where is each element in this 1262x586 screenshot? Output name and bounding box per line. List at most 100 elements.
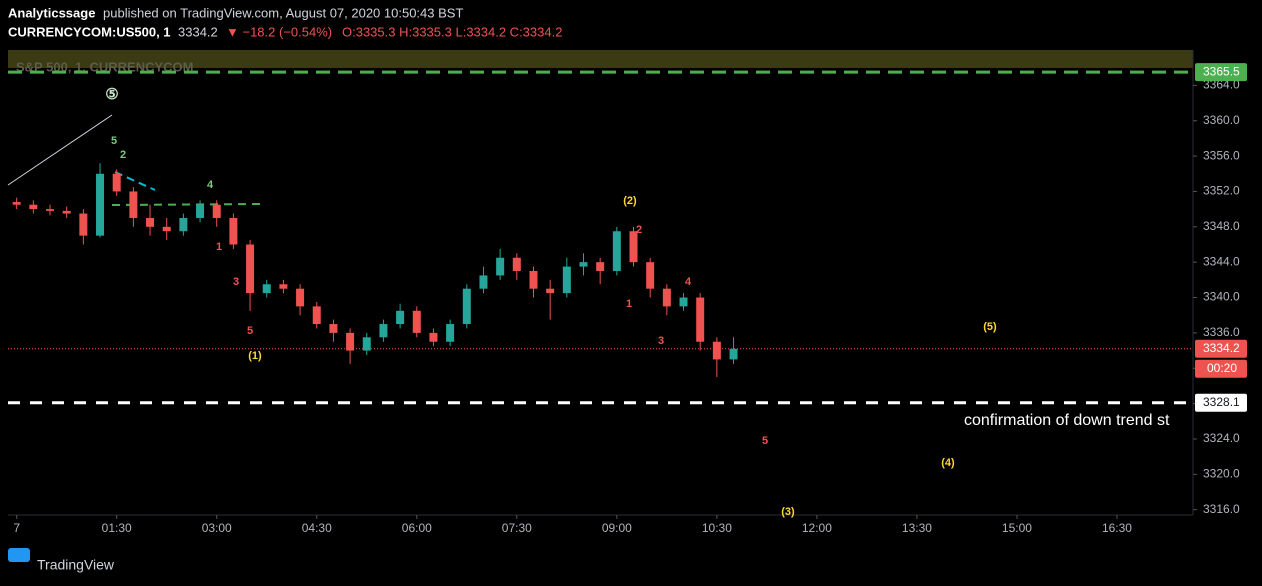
countdown-badge — [1195, 359, 1247, 378]
x-tick-label: 7 — [13, 521, 20, 535]
candle-body — [646, 262, 655, 289]
y-tick-label: 3344.0 — [1203, 254, 1240, 268]
last-price: 3334.2 — [178, 24, 218, 39]
candle-body — [512, 257, 521, 272]
candle-body — [112, 173, 121, 192]
wave-label: 5 — [247, 325, 253, 337]
candle-body — [96, 173, 105, 236]
candle-body — [246, 244, 255, 294]
candle-body — [479, 275, 488, 289]
wave-label: 3 — [233, 276, 239, 288]
ohlc: O:3335.3 H:3335.3 L:3334.2 C:3334.2 — [342, 24, 562, 39]
candle-body — [312, 306, 321, 325]
candle-body — [346, 332, 355, 351]
candle-body — [196, 204, 205, 218]
wave-label: (4) — [941, 457, 955, 469]
candle-body — [396, 310, 405, 325]
price-badge-label: 3334.2 — [1203, 341, 1240, 355]
x-tick-label: 16:30 — [1102, 521, 1132, 535]
candle-body — [496, 257, 505, 276]
candle-body — [362, 337, 371, 351]
candle-body — [179, 217, 188, 232]
annotation-text: confirmation of down trend st — [964, 412, 1170, 429]
candle-body — [296, 288, 305, 307]
candle-body — [329, 324, 338, 333]
candle-body — [446, 324, 455, 342]
wave-label: 3 — [658, 335, 664, 347]
price-badge — [1195, 339, 1247, 358]
x-tick-label: 04:30 — [302, 521, 332, 535]
price-badge-label: 3328.1 — [1203, 395, 1240, 409]
wave-label: 2 — [120, 149, 126, 161]
footer-brand: TradingView — [37, 557, 115, 573]
y-tick-label: 3340.0 — [1203, 290, 1240, 304]
wave-label: 5 — [111, 135, 117, 147]
price-badge — [1195, 63, 1247, 82]
wave-label: ⑤ — [105, 86, 118, 103]
candle-body — [596, 262, 605, 272]
candle-body — [462, 288, 471, 325]
y-tick-label: 3348.0 — [1203, 219, 1240, 233]
candle-body — [546, 288, 555, 294]
x-tick-label: 06:00 — [402, 521, 432, 535]
published: published on TradingView.com, August 07,… — [103, 5, 463, 20]
wave-label: 1 — [216, 241, 222, 253]
candle-body — [412, 310, 421, 333]
candle-body — [379, 324, 388, 338]
candle-body — [62, 210, 71, 214]
publisher: Analyticssage — [8, 5, 95, 20]
candle-body — [79, 213, 88, 236]
y-tick-label: 3316.0 — [1203, 502, 1240, 516]
candle-body — [612, 231, 621, 272]
candle-body — [279, 284, 288, 289]
symbol: CURRENCYCOM:US500, 1 — [8, 24, 171, 39]
wave-label: 2 — [636, 224, 642, 236]
candle-body — [629, 231, 638, 263]
wave-label: 4 — [207, 179, 214, 191]
candle-body — [679, 297, 688, 307]
countdown-label: 00:20 — [1207, 361, 1237, 375]
price-badge-label: 3365.5 — [1203, 64, 1240, 78]
change: ▼ −18.2 (−0.54%) — [226, 24, 332, 39]
trend-line — [7, 114, 113, 186]
candle-body — [12, 202, 21, 205]
wave-label: (5) — [983, 321, 997, 333]
support-line — [111, 203, 263, 206]
y-tick-label: 3356.0 — [1203, 148, 1240, 162]
price-badge — [1195, 393, 1247, 412]
x-tick-label: 09:00 — [602, 521, 632, 535]
zone-band — [8, 50, 1193, 68]
candle-body — [712, 341, 721, 360]
candle-body — [29, 204, 38, 210]
candle-body — [262, 284, 271, 294]
wave-label: 4 — [685, 276, 692, 288]
y-tick-label: 3352.0 — [1203, 184, 1240, 198]
candle-body — [662, 288, 671, 307]
y-tick-label: 3336.0 — [1203, 325, 1240, 339]
candle-body — [212, 204, 221, 218]
candle-body — [529, 271, 538, 289]
y-tick-label: 3324.0 — [1203, 431, 1240, 445]
y-tick-label: 3320.0 — [1203, 467, 1240, 481]
wave-label: (1) — [248, 350, 262, 362]
wave-label: (3) — [781, 506, 795, 518]
x-tick-label: 07:30 — [502, 521, 532, 535]
wave-label: (2) — [623, 195, 637, 207]
x-tick-label: 15:00 — [1002, 521, 1032, 535]
candle-body — [579, 262, 588, 267]
wave-label: 1 — [626, 298, 632, 310]
x-tick-label: 03:00 — [202, 521, 232, 535]
candle-body — [129, 191, 138, 218]
channel-line — [114, 171, 156, 191]
x-tick-label: 01:30 — [102, 521, 132, 535]
y-tick-label: 3360.0 — [1203, 113, 1240, 127]
wave-label: 5 — [762, 435, 768, 447]
candle-body — [729, 348, 738, 360]
candle-body — [146, 217, 155, 227]
x-tick-label: 10:30 — [702, 521, 732, 535]
x-tick-label: 12:00 — [802, 521, 832, 535]
candle-body — [162, 226, 171, 232]
